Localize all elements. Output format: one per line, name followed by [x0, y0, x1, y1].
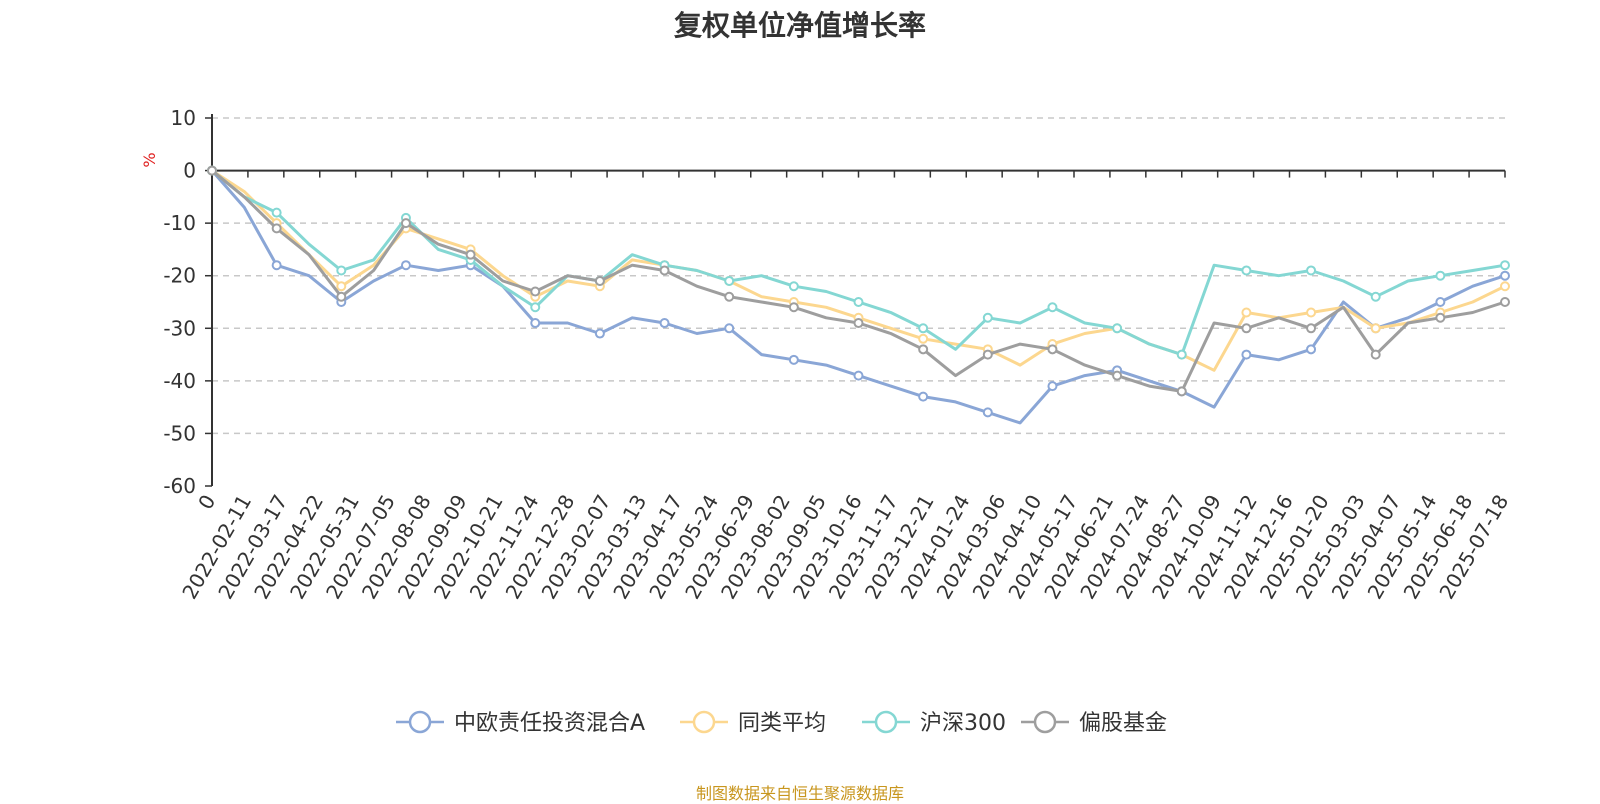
- data-point: [724, 291, 735, 302]
- data-point: [1241, 307, 1252, 318]
- data-point: [853, 370, 864, 381]
- data-point: [530, 286, 541, 297]
- data-point: [918, 333, 929, 344]
- x-tick-label: 0: [193, 491, 220, 514]
- data-point: [1370, 349, 1381, 360]
- data-point: [1241, 349, 1252, 360]
- data-point: [207, 165, 217, 176]
- y-tick-label: 0: [183, 159, 196, 183]
- data-point: [1047, 344, 1058, 355]
- data-point: [1176, 386, 1187, 397]
- data-point: [724, 323, 735, 334]
- data-point: [659, 265, 670, 276]
- legend-marker: [874, 710, 898, 734]
- data-point: [853, 297, 864, 307]
- data-point: [982, 349, 993, 360]
- y-tick-label: -40: [163, 369, 196, 393]
- data-point: [918, 344, 929, 355]
- data-point: [1047, 381, 1058, 392]
- legend-label: 偏股基金: [1079, 711, 1167, 736]
- data-point: [1112, 370, 1123, 381]
- data-point: [1306, 265, 1317, 276]
- data-point: [271, 260, 282, 271]
- data-point: [1306, 344, 1317, 355]
- y-tick-label: -10: [163, 211, 196, 235]
- data-point: [1241, 323, 1252, 334]
- data-point: [530, 318, 541, 329]
- data-point: [1500, 270, 1510, 281]
- data-point: [659, 318, 670, 329]
- data-point: [1435, 297, 1446, 307]
- legend-label: 中欧责任投资混合A: [454, 711, 645, 736]
- data-point: [1500, 281, 1510, 292]
- legend-marker: [692, 710, 716, 734]
- data-point: [336, 281, 347, 292]
- legend-item-0[interactable]: 中欧责任投资混合A: [396, 710, 645, 736]
- data-point: [788, 281, 799, 292]
- axes: 100-10-20-30-40-50-60%02022-02-112022-03…: [140, 106, 1513, 603]
- data-point: [788, 354, 799, 365]
- legend-marker: [408, 710, 432, 734]
- y-tick-label: -50: [163, 421, 196, 445]
- y-tick-label: -30: [163, 316, 196, 340]
- data-point: [1500, 297, 1510, 307]
- line-chart: 100-10-20-30-40-50-60%02022-02-112022-03…: [140, 106, 1513, 736]
- data-point: [271, 223, 282, 234]
- data-point: [594, 328, 605, 339]
- y-tick-label: 10: [171, 106, 196, 130]
- data-point: [1435, 270, 1446, 281]
- data-point: [336, 291, 347, 302]
- legend-item-2[interactable]: 沪深300: [862, 710, 1006, 736]
- legend-item-1[interactable]: 同类平均: [680, 710, 826, 736]
- chart-title: 复权单位净值增长率: [673, 9, 926, 42]
- data-point: [1435, 312, 1446, 323]
- data-point: [1370, 323, 1381, 334]
- legend-label: 沪深300: [920, 711, 1006, 736]
- source-note: 制图数据来自恒生聚源数据库: [695, 784, 904, 803]
- legend-label: 同类平均: [738, 711, 826, 736]
- data-point: [1500, 260, 1510, 271]
- y-axis-label: %: [140, 152, 159, 167]
- legend-item-3[interactable]: 偏股基金: [1021, 710, 1167, 736]
- data-point: [918, 391, 929, 402]
- data-point: [1176, 349, 1187, 360]
- data-point: [1241, 265, 1252, 276]
- data-point: [400, 260, 411, 271]
- data-point: [594, 275, 605, 286]
- data-point: [1306, 307, 1317, 318]
- series-line: [210, 169, 1506, 425]
- series-3: [207, 165, 1510, 397]
- data-point: [1306, 323, 1317, 334]
- data-point: [788, 302, 799, 313]
- data-point: [982, 312, 993, 323]
- series-lines: [207, 165, 1510, 425]
- data-point: [1370, 291, 1381, 302]
- legend-marker: [1033, 710, 1057, 734]
- data-point: [465, 249, 476, 260]
- data-point: [530, 302, 541, 313]
- data-point: [271, 207, 282, 218]
- series-line: [211, 169, 1506, 393]
- data-point: [918, 323, 929, 334]
- data-point: [853, 318, 864, 329]
- data-point: [1112, 323, 1123, 334]
- data-point: [1047, 302, 1058, 313]
- data-point: [724, 275, 735, 286]
- y-tick-label: -60: [163, 474, 196, 498]
- grid-lines: [212, 117, 1505, 435]
- legend[interactable]: 中欧责任投资混合A 同类平均 沪深300 偏股基金: [396, 710, 1167, 736]
- data-point: [400, 218, 411, 229]
- data-point: [982, 407, 993, 418]
- y-tick-label: -20: [163, 264, 196, 288]
- data-point: [336, 265, 347, 276]
- series-0: [207, 165, 1510, 425]
